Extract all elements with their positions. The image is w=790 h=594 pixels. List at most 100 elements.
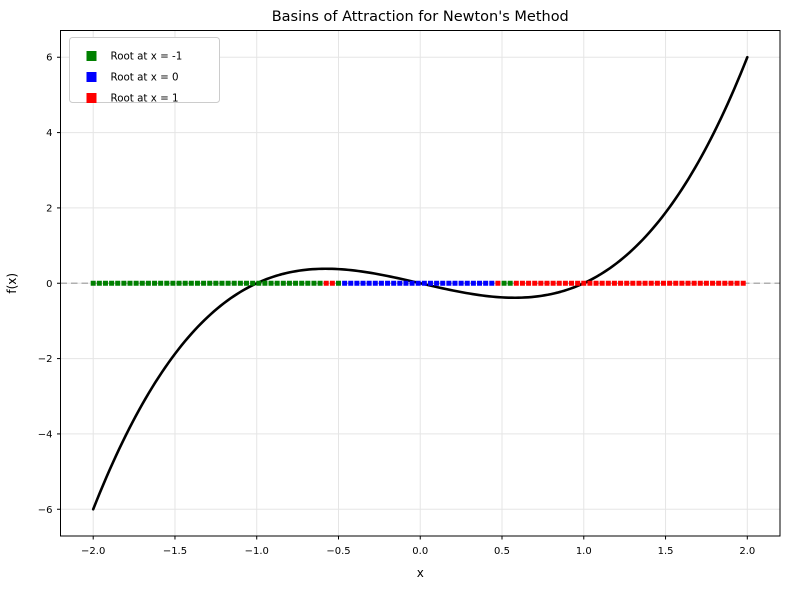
legend-box: [69, 37, 220, 103]
basin-dot: [139, 280, 145, 286]
y-tick-label: 4: [46, 128, 52, 139]
basin-dot: [648, 280, 654, 286]
basin-dot: [121, 280, 127, 286]
basin-dot: [201, 280, 207, 286]
basin-dot: [513, 280, 519, 286]
basin-dot: [127, 280, 133, 286]
basin-dot: [293, 280, 299, 286]
basin-dot: [366, 280, 372, 286]
basin-dot: [378, 280, 384, 286]
basin-dot: [102, 280, 108, 286]
basin-dot: [734, 280, 740, 286]
y-tick-label: −6: [38, 505, 53, 516]
basin-dot: [507, 280, 513, 286]
x-tick-label: 0.0: [412, 546, 428, 557]
basin-dot: [477, 280, 483, 286]
basin-dot: [385, 280, 391, 286]
basin-dot: [667, 280, 673, 286]
basin-dot: [679, 280, 685, 286]
basin-dot: [685, 280, 691, 286]
basin-dot: [556, 280, 562, 286]
basin-dot: [348, 280, 354, 286]
legend-item: Root at x = 0: [86, 72, 179, 84]
basin-dot: [305, 280, 311, 286]
basin-dot: [575, 280, 581, 286]
basin-dot: [335, 280, 341, 286]
basin-dot: [354, 280, 360, 286]
basin-dot: [213, 280, 219, 286]
basin-dot: [611, 280, 617, 286]
basin-dot: [618, 280, 624, 286]
basin-dot: [280, 280, 286, 286]
basin-dot: [593, 280, 599, 286]
basin-dot: [256, 280, 262, 286]
basin-dot: [538, 280, 544, 286]
legend-marker: [86, 72, 97, 82]
plot-title: Basins of Attraction for Newton's Method: [272, 9, 569, 25]
basin-dot: [194, 280, 200, 286]
basin-dot: [225, 280, 231, 286]
x-tick-label: 1.5: [658, 546, 674, 557]
basin-dot: [90, 280, 96, 286]
basin-dot: [262, 280, 268, 286]
basin-dot: [483, 280, 489, 286]
basin-dot: [317, 280, 323, 286]
basin-dot: [109, 280, 115, 286]
basin-dot: [219, 280, 225, 286]
basin-dot: [397, 280, 403, 286]
basin-dot: [115, 280, 121, 286]
basin-dot: [458, 280, 464, 286]
basin-dot: [133, 280, 139, 286]
basin-dot: [237, 280, 243, 286]
basin-dot: [452, 280, 458, 286]
basin-dot: [158, 280, 164, 286]
basin-dot: [495, 280, 501, 286]
basin-dot: [182, 280, 188, 286]
basin-dot: [311, 280, 317, 286]
x-axis-ticks: −2.0 −1.5 −1.0 −0.5 0.0 0.5 1.0 1.5 2.0: [81, 536, 755, 557]
basin-dot: [391, 280, 397, 286]
basin-dot: [421, 280, 427, 286]
basin-dot: [176, 280, 182, 286]
basin-dot: [660, 280, 666, 286]
basin-dot: [544, 280, 550, 286]
basin-dot: [299, 280, 305, 286]
basin-dot: [710, 280, 716, 286]
basin-dots: [90, 280, 746, 286]
x-axis-label: x: [417, 566, 424, 580]
basin-dot: [286, 280, 292, 286]
basin-dot: [470, 280, 476, 286]
basin-dot: [372, 280, 378, 286]
basin-dot: [250, 280, 256, 286]
x-tick-label: −1.5: [163, 546, 187, 557]
legend-item-label: Root at x = -1: [111, 51, 183, 63]
basin-dot: [403, 280, 409, 286]
basin-dot: [654, 280, 660, 286]
basin-dot: [605, 280, 611, 286]
basin-dot: [464, 280, 470, 286]
basin-dot: [244, 280, 250, 286]
basin-dot: [96, 280, 102, 286]
basin-dot: [740, 280, 746, 286]
basin-dot: [268, 280, 274, 286]
basin-dot: [526, 280, 532, 286]
basin-dot: [434, 280, 440, 286]
basin-dot: [170, 280, 176, 286]
legend-item-label: Root at x = 1: [111, 93, 179, 105]
basin-dot: [550, 280, 556, 286]
legend: Root at x = -1 Root at x = 0 Root at x = 1: [69, 37, 220, 105]
legend-item: Root at x = -1: [86, 51, 183, 63]
x-tick-label: 1.0: [576, 546, 592, 557]
basin-dot: [624, 280, 630, 286]
basin-dot: [581, 280, 587, 286]
x-tick-label: 0.5: [494, 546, 510, 557]
basin-dot: [532, 280, 538, 286]
basin-dot: [642, 280, 648, 286]
legend-marker: [86, 93, 97, 103]
basin-dot: [329, 280, 335, 286]
legend-item: Root at x = 1: [86, 93, 179, 105]
x-tick-label: −1.0: [245, 546, 269, 557]
y-tick-label: −4: [38, 429, 53, 440]
